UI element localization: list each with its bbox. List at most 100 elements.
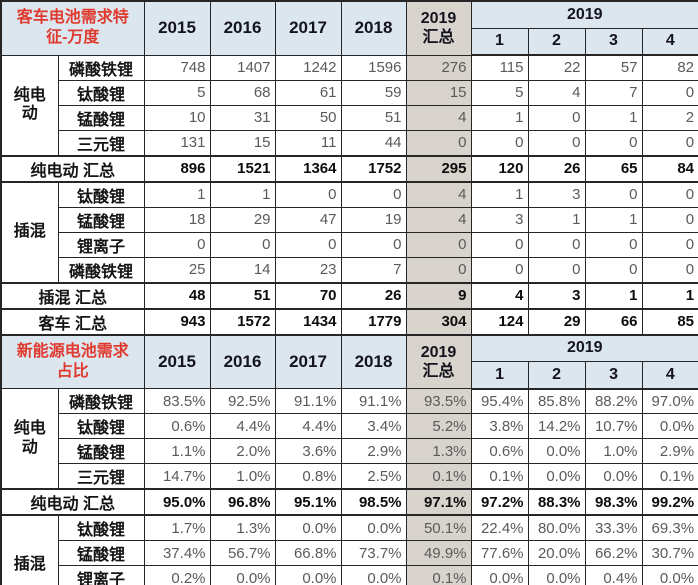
- table-row: 磷酸铁锂 25 14 23 7 0 0 0 0 0: [1, 256, 698, 283]
- table-row: 插混 钛酸锂 1.7% 1.3% 0.0% 0.0% 50.1% 22.4% 80.0% 33.3…: [0, 514, 698, 585]
- cell-value: 0: [340, 231, 407, 258]
- cell-value: 0: [470, 231, 529, 258]
- cell-value: 0.0%: [527, 438, 586, 464]
- cell-value: 0.2%: [143, 565, 211, 585]
- cell-value: 304: [405, 307, 472, 336]
- cell-value: 0: [584, 231, 643, 258]
- month-header: 4: [641, 361, 698, 390]
- cell-value: 124: [470, 307, 529, 336]
- cell-value: 0: [405, 129, 472, 156]
- cell-value: 47: [274, 206, 342, 233]
- total-2019-header-line2: 汇总: [422, 29, 455, 47]
- cell-value: 1.3%: [209, 514, 276, 541]
- cell-value: 96.8%: [209, 488, 276, 516]
- cell-value: 14.2%: [527, 413, 586, 439]
- table-row: 钛酸锂 0.6% 4.4% 4.4% 3.4% 5.2% 3.8% 14.2% 10.7% 0.0…: [1, 413, 698, 439]
- row-summary-label: 插混 汇总: [0, 281, 145, 310]
- row-label: 锂离子: [57, 231, 145, 258]
- cell-value: 0: [584, 256, 643, 283]
- row-summary-label: 纯电动 汇总: [0, 154, 145, 183]
- year-header: 2016: [209, 0, 276, 56]
- month-header: 1: [470, 361, 529, 390]
- year-header: 2018: [340, 0, 407, 56]
- cell-value: 66.2%: [584, 540, 643, 566]
- table-row: 插混 钛酸锂 1 1 0 0 4 1 3 0 0: [0, 181, 698, 283]
- cell-value: 22: [527, 54, 586, 81]
- cell-value: 3.6%: [274, 438, 342, 464]
- year-header: 2016: [209, 334, 276, 389]
- cell-value: 95.1%: [274, 488, 342, 516]
- cell-value: 4: [527, 79, 586, 106]
- cell-value: 98.3%: [584, 488, 643, 516]
- table-row: 锰酸锂 37.4% 56.7% 66.8% 73.7% 49.9% 77.6% 20.0% 66…: [1, 540, 698, 566]
- cell-value: 85: [641, 307, 698, 336]
- cell-value: 120: [470, 154, 529, 183]
- cell-value: 77.6%: [470, 540, 529, 566]
- row-group-label: 插混: [0, 181, 59, 283]
- cell-value: 91.1%: [340, 388, 407, 414]
- cell-value: 88.2%: [584, 388, 643, 414]
- cell-value: 0.0%: [527, 463, 586, 490]
- cell-value: 0.0%: [340, 565, 407, 585]
- cell-value: 85.8%: [527, 388, 586, 414]
- cell-value: 19: [340, 206, 407, 233]
- cell-value: 0: [584, 181, 643, 208]
- row-label: 锂离子: [57, 565, 145, 585]
- months-group-header: 2019: [470, 334, 698, 362]
- month-header: 3: [584, 361, 643, 390]
- cell-value: 1: [470, 104, 529, 131]
- cell-value: 5.2%: [405, 413, 472, 439]
- cell-value: 1521: [209, 154, 276, 183]
- cell-value: 0.0%: [274, 514, 342, 541]
- cell-value: 1.0%: [584, 438, 643, 464]
- cell-value: 0.0%: [209, 565, 276, 585]
- cell-value: 2.0%: [209, 438, 276, 464]
- row-summary-label: 纯电动 汇总: [0, 488, 145, 516]
- total-2019-header-line1: 2019: [420, 10, 457, 28]
- cell-value: 2.9%: [641, 438, 698, 464]
- cell-value: 20.0%: [527, 540, 586, 566]
- cell-value: 748: [143, 54, 211, 81]
- row-label: 锰酸锂: [57, 104, 145, 131]
- row-label: 锰酸锂: [57, 540, 145, 566]
- total-2019-header: 2019 汇总: [405, 334, 472, 389]
- month-header: 2: [527, 361, 586, 390]
- cell-value: 15: [405, 79, 472, 106]
- cell-value: 0.1%: [641, 463, 698, 490]
- cell-value: 295: [405, 154, 472, 183]
- total-2019-header-line1: 2019: [420, 343, 457, 361]
- cell-value: 18: [143, 206, 211, 233]
- cell-value: 0: [641, 129, 698, 156]
- cell-value: 66.8%: [274, 540, 342, 566]
- cell-value: 0: [209, 231, 276, 258]
- cell-value: 99.2%: [641, 488, 698, 516]
- cell-value: 1: [143, 181, 211, 208]
- cell-value: 0: [527, 104, 586, 131]
- cell-value: 0: [470, 256, 529, 283]
- cell-value: 82: [641, 54, 698, 81]
- cell-value: 1596: [340, 54, 407, 81]
- cell-value: 29: [527, 307, 586, 336]
- cell-value: 0: [143, 231, 211, 258]
- table-title: 新能源电池需求占比: [0, 334, 145, 389]
- cell-value: 23: [274, 256, 342, 283]
- row-label: 钛酸锂: [57, 413, 145, 439]
- cell-value: 0: [641, 231, 698, 258]
- cell-value: 2: [641, 104, 698, 131]
- cell-value: 97.1%: [405, 488, 472, 516]
- row-group-label: 纯电动: [0, 54, 59, 156]
- cell-value: 1: [641, 281, 698, 310]
- month-header: 1: [470, 27, 529, 56]
- table-row: 三元锂 131 15 11 44 0 0 0 0 0: [1, 129, 698, 156]
- cell-value: 0: [340, 181, 407, 208]
- cell-value: 14: [209, 256, 276, 283]
- row-label: 锰酸锂: [57, 206, 145, 233]
- table-row: 锂离子 0 0 0 0 0 0 0 0 0: [1, 231, 698, 258]
- cell-value: 33.3%: [584, 514, 643, 541]
- cell-value: 0: [527, 256, 586, 283]
- cell-value: 3.8%: [470, 413, 529, 439]
- table-title: 客车电池需求特征-万度: [0, 0, 145, 56]
- cell-value: 1242: [274, 54, 342, 81]
- year-header: 2017: [274, 334, 342, 389]
